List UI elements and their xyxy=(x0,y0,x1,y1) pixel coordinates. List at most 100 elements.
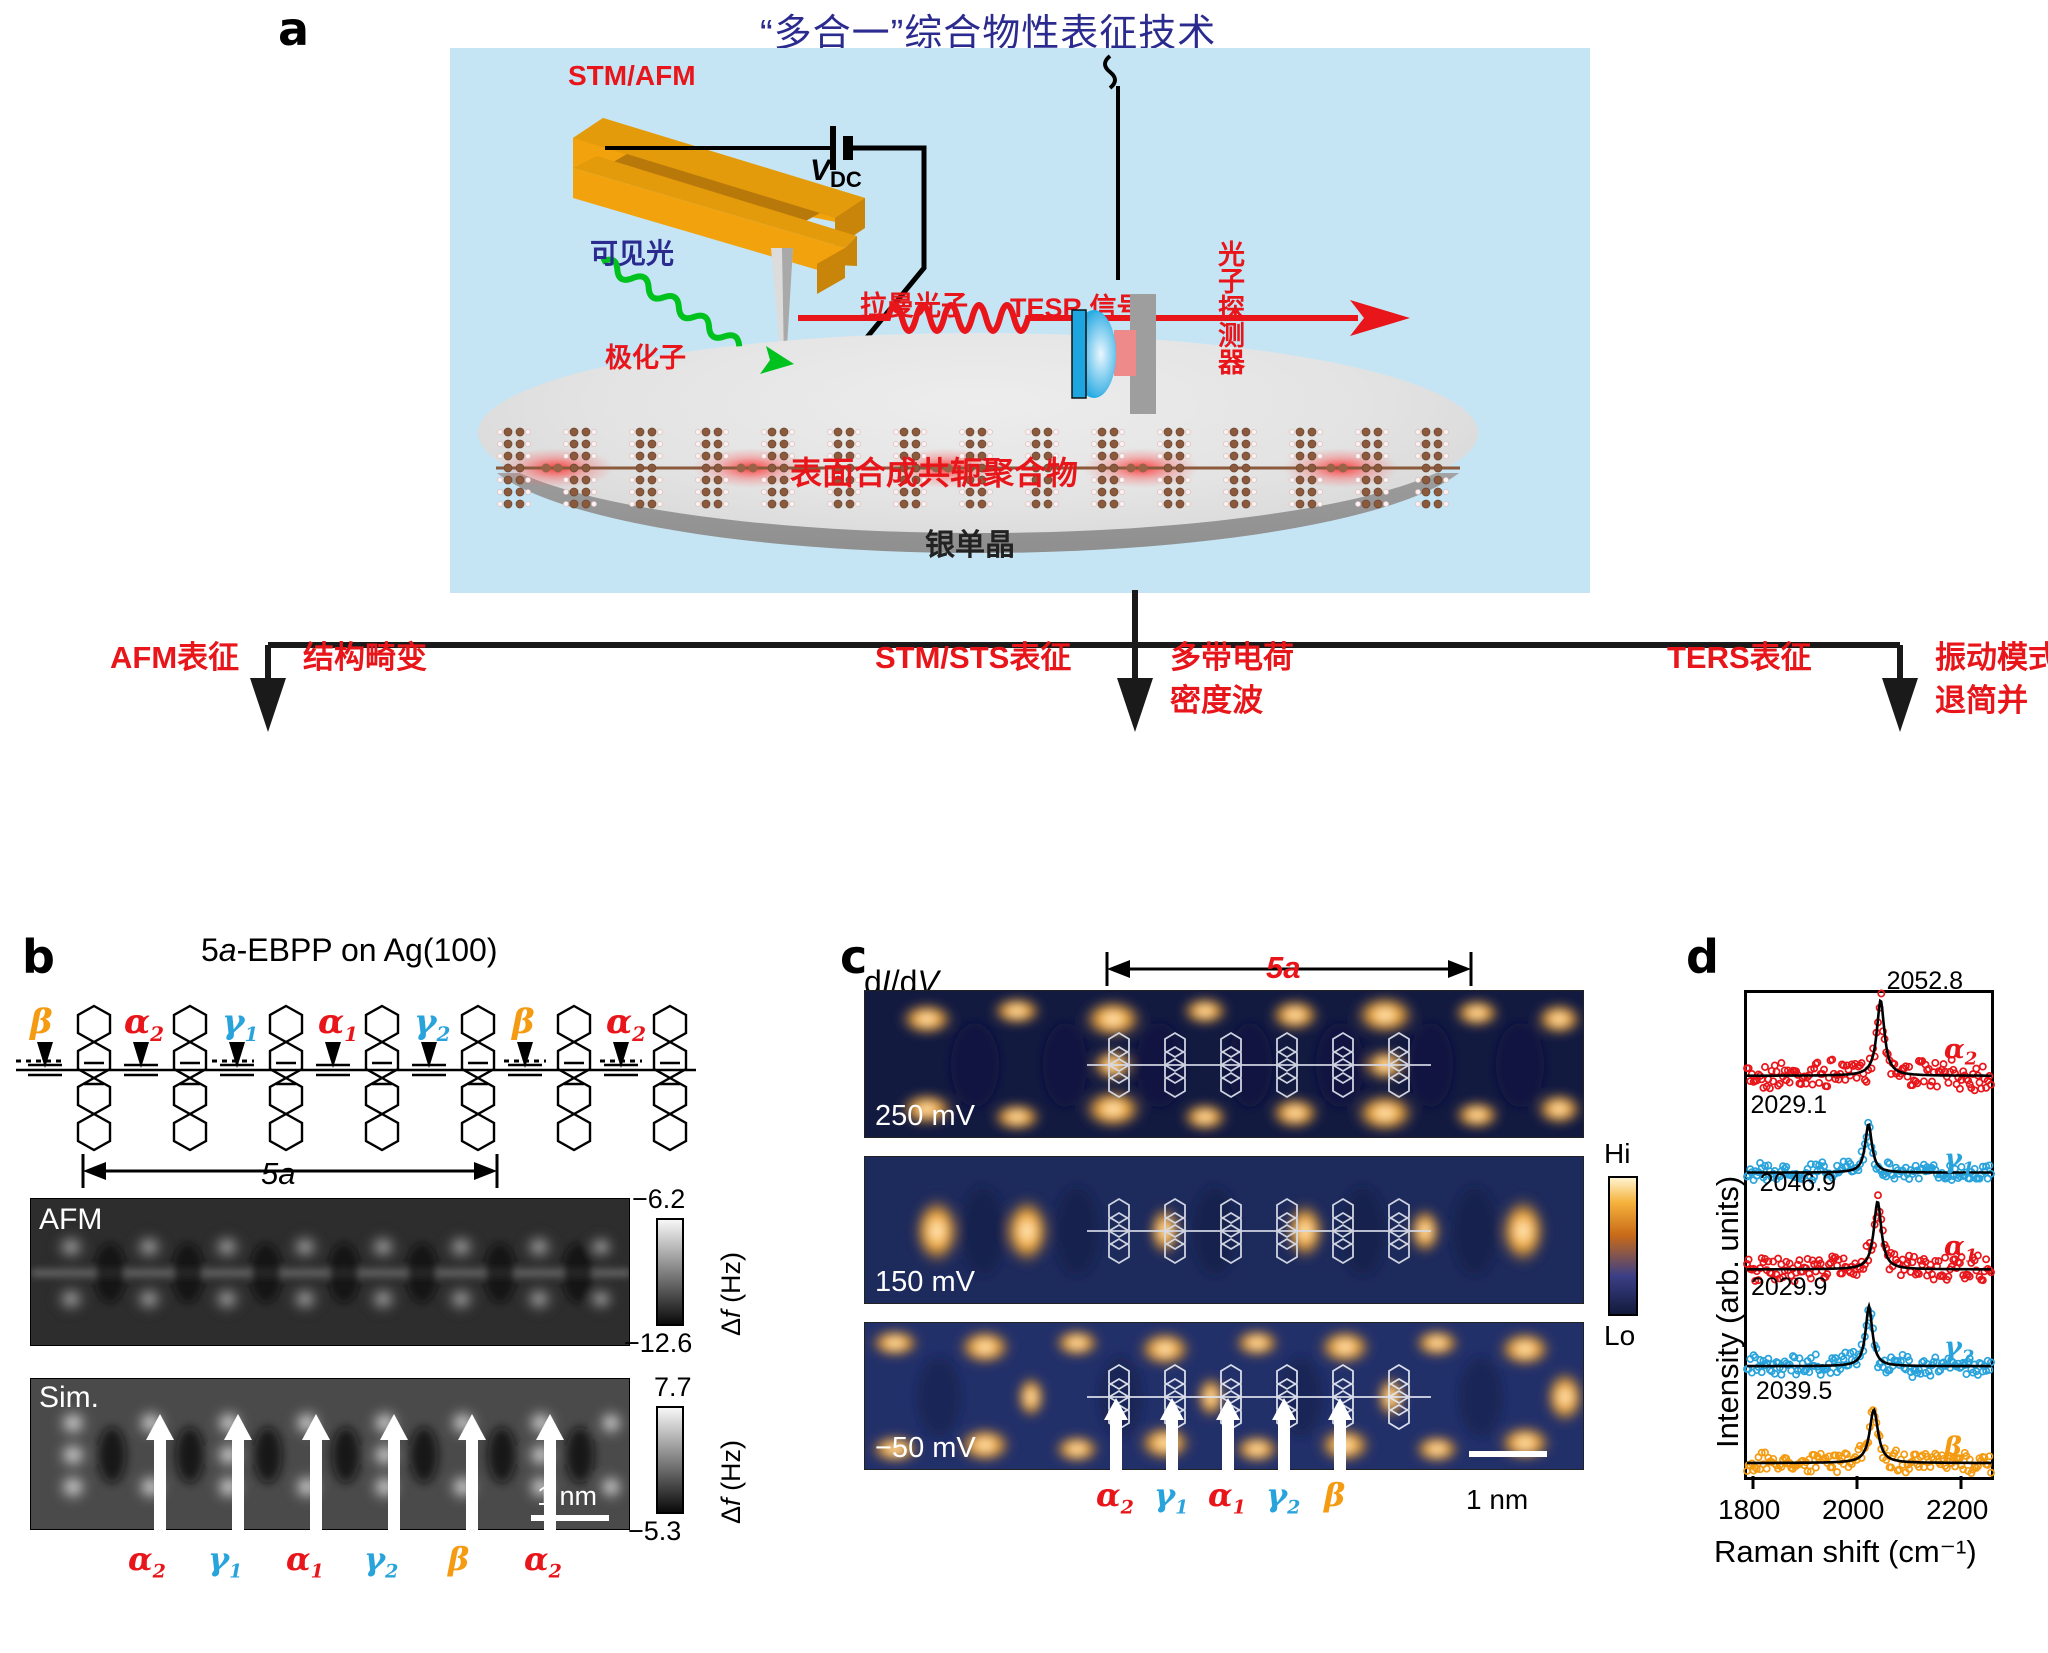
greek-sym: γ xyxy=(1944,1144,1962,1176)
raman-photon-label: 拉曼光子 xyxy=(860,291,968,321)
schematic-panel-a: STM/AFM VDC xyxy=(450,48,1590,593)
greek-sub: 1 xyxy=(229,1560,243,1583)
branch-ters-result-1: 振动模式 xyxy=(1935,640,2048,675)
b-title-5: 5 xyxy=(201,932,219,968)
peak-label-α₁: 2046.9 xyxy=(1759,1168,1837,1197)
greek-sub: 2 xyxy=(1964,1047,1978,1069)
panel-d-letter: d xyxy=(1686,930,1719,984)
substrate-label: 银单晶 xyxy=(925,529,1015,562)
molecular-chain-diagram xyxy=(16,1004,696,1152)
photon-detector-icon xyxy=(1071,294,1156,414)
fit-curve xyxy=(1747,1301,1991,1368)
afm-image-label: AFM xyxy=(39,1203,103,1236)
afm-cbar-max: −6.2 xyxy=(632,1184,686,1214)
bias-v: V xyxy=(810,154,831,187)
greek-sub: 2 xyxy=(436,1021,451,1046)
greek-sub: 2 xyxy=(1287,1496,1301,1519)
xtick-2000: 2000 xyxy=(1822,1494,1885,1525)
didv-bias-label-3: −50 mV xyxy=(875,1432,976,1464)
sim-cbar-min: −5.3 xyxy=(628,1516,682,1546)
xtick-2200: 2200 xyxy=(1926,1494,1989,1525)
visible-light-arrow xyxy=(600,256,794,374)
didv-bias-label-2: 150 mV xyxy=(875,1266,975,1298)
didv-cbar-hi: Hi xyxy=(1604,1138,1631,1169)
greek-sym: β xyxy=(1324,1476,1346,1514)
afm-image: AFM xyxy=(30,1198,630,1346)
c-bottom-label-4: β xyxy=(1324,1476,1345,1518)
didv-map-150mv: 150 mV xyxy=(864,1156,1584,1304)
polymer-label: 表面合成共轭聚合物 xyxy=(790,455,1079,491)
chain-label-0: β xyxy=(30,1002,53,1046)
peak-label-γ₂: 2029.9 xyxy=(1750,1273,1828,1302)
branch-ters-result-2: 退简并 xyxy=(1935,683,2028,718)
greek-sym: β xyxy=(30,1002,53,1042)
peak-label-β: 2039.5 xyxy=(1755,1376,1833,1405)
afm-cbar-label: Δf (Hz) xyxy=(716,1251,746,1336)
period-text: 5a xyxy=(261,1156,296,1191)
sim-marker-arrows xyxy=(146,1414,564,1530)
panel-b-letter: b xyxy=(22,930,55,984)
series-label-α₁: α1 xyxy=(1944,1231,1977,1266)
greek-sym: α xyxy=(318,1002,345,1042)
period-label-b: 5a xyxy=(261,1156,295,1192)
greek-sub: 2 xyxy=(150,1021,165,1046)
greek-sym: β xyxy=(448,1540,470,1578)
greek-sym: α xyxy=(1208,1476,1233,1514)
greek-sym: γ xyxy=(1154,1476,1176,1514)
chain-label-arrows xyxy=(37,1042,629,1068)
b-bottom-label-0: α2 xyxy=(128,1540,166,1582)
period-text: 5a xyxy=(1266,950,1301,985)
greek-sym: α xyxy=(128,1540,153,1578)
branch-afm-technique: AFM表征 xyxy=(110,640,240,675)
xtick-1800: 1800 xyxy=(1718,1494,1781,1525)
scalebar-c xyxy=(1469,1451,1547,1457)
panel-c-letter: c xyxy=(840,930,868,984)
scalebar-b xyxy=(531,1515,609,1521)
greek-sym: γ xyxy=(222,1002,245,1042)
greek-sym: α xyxy=(124,1002,151,1042)
fit-curve xyxy=(1747,1407,1991,1465)
greek-sym: α xyxy=(524,1540,549,1578)
spectra-svg xyxy=(1743,989,1995,1478)
b-bottom-label-5: α2 xyxy=(524,1540,562,1582)
series-label-γ₂: γ2 xyxy=(1944,1332,1974,1367)
panel-b: 5a-EBPP on Ag(100) xyxy=(16,928,836,1648)
afm-colorbar xyxy=(656,1218,684,1326)
chain-label-2: γ1 xyxy=(222,1002,258,1046)
peak-label-γ₁: 2029.1 xyxy=(1750,1091,1827,1120)
branch-stm-result-2: 密度波 xyxy=(1170,683,1263,718)
didv-cbar-lo: Lo xyxy=(1604,1320,1636,1351)
x-axis-label-text: Raman shift (cm⁻¹) xyxy=(1714,1534,1977,1569)
greek-sub: 2 xyxy=(1120,1496,1134,1519)
period-label-c: 5a xyxy=(1266,950,1300,986)
branch-stm-technique: STM/STS表征 xyxy=(875,640,1072,675)
series-label-γ₁: γ1 xyxy=(1944,1144,1974,1179)
greek-sub: 2 xyxy=(385,1560,399,1583)
greek-sub: 1 xyxy=(1961,1158,1975,1180)
data-points-α₁ xyxy=(1743,1191,1995,1286)
didv-bias-label-1: 250 mV xyxy=(875,1100,975,1132)
greek-sym: β xyxy=(512,1002,535,1042)
chain-label-5: β xyxy=(512,1002,535,1046)
b-bottom-label-2: α1 xyxy=(286,1540,324,1582)
b-bottom-label-4: β xyxy=(448,1540,469,1582)
stm-tip-icon xyxy=(771,248,793,363)
tuning-fork-icon xyxy=(573,118,865,294)
y-axis-label: Intensity (arb. units) xyxy=(1710,1175,1745,1448)
branch-ters-technique: TERS表征 xyxy=(1667,640,1812,675)
probe-label: STM/AFM xyxy=(568,60,696,91)
x-axis-label: Raman shift (cm⁻¹) xyxy=(1714,1534,1977,1570)
bias-voltage-label: VDC xyxy=(810,154,862,193)
tesr-signal-arrow xyxy=(798,300,1410,336)
x-axis-ticks xyxy=(1751,1476,1963,1489)
visible-light-label: 可见光 xyxy=(590,238,675,269)
series-label-α₂: α2 xyxy=(1944,1034,1977,1069)
scalebar-c-label: 1 nm xyxy=(1466,1484,1529,1515)
greek-sym: α xyxy=(1944,1231,1965,1263)
greek-sub: 2 xyxy=(1961,1346,1975,1368)
didv-marker-arrows xyxy=(1104,1398,1352,1470)
afm-cbar-min: −12.6 xyxy=(624,1328,693,1358)
sim-image-label: Sim. xyxy=(39,1381,99,1414)
period-marker-b xyxy=(81,1154,499,1188)
branch-afm-result: 结构畸变 xyxy=(303,640,427,675)
